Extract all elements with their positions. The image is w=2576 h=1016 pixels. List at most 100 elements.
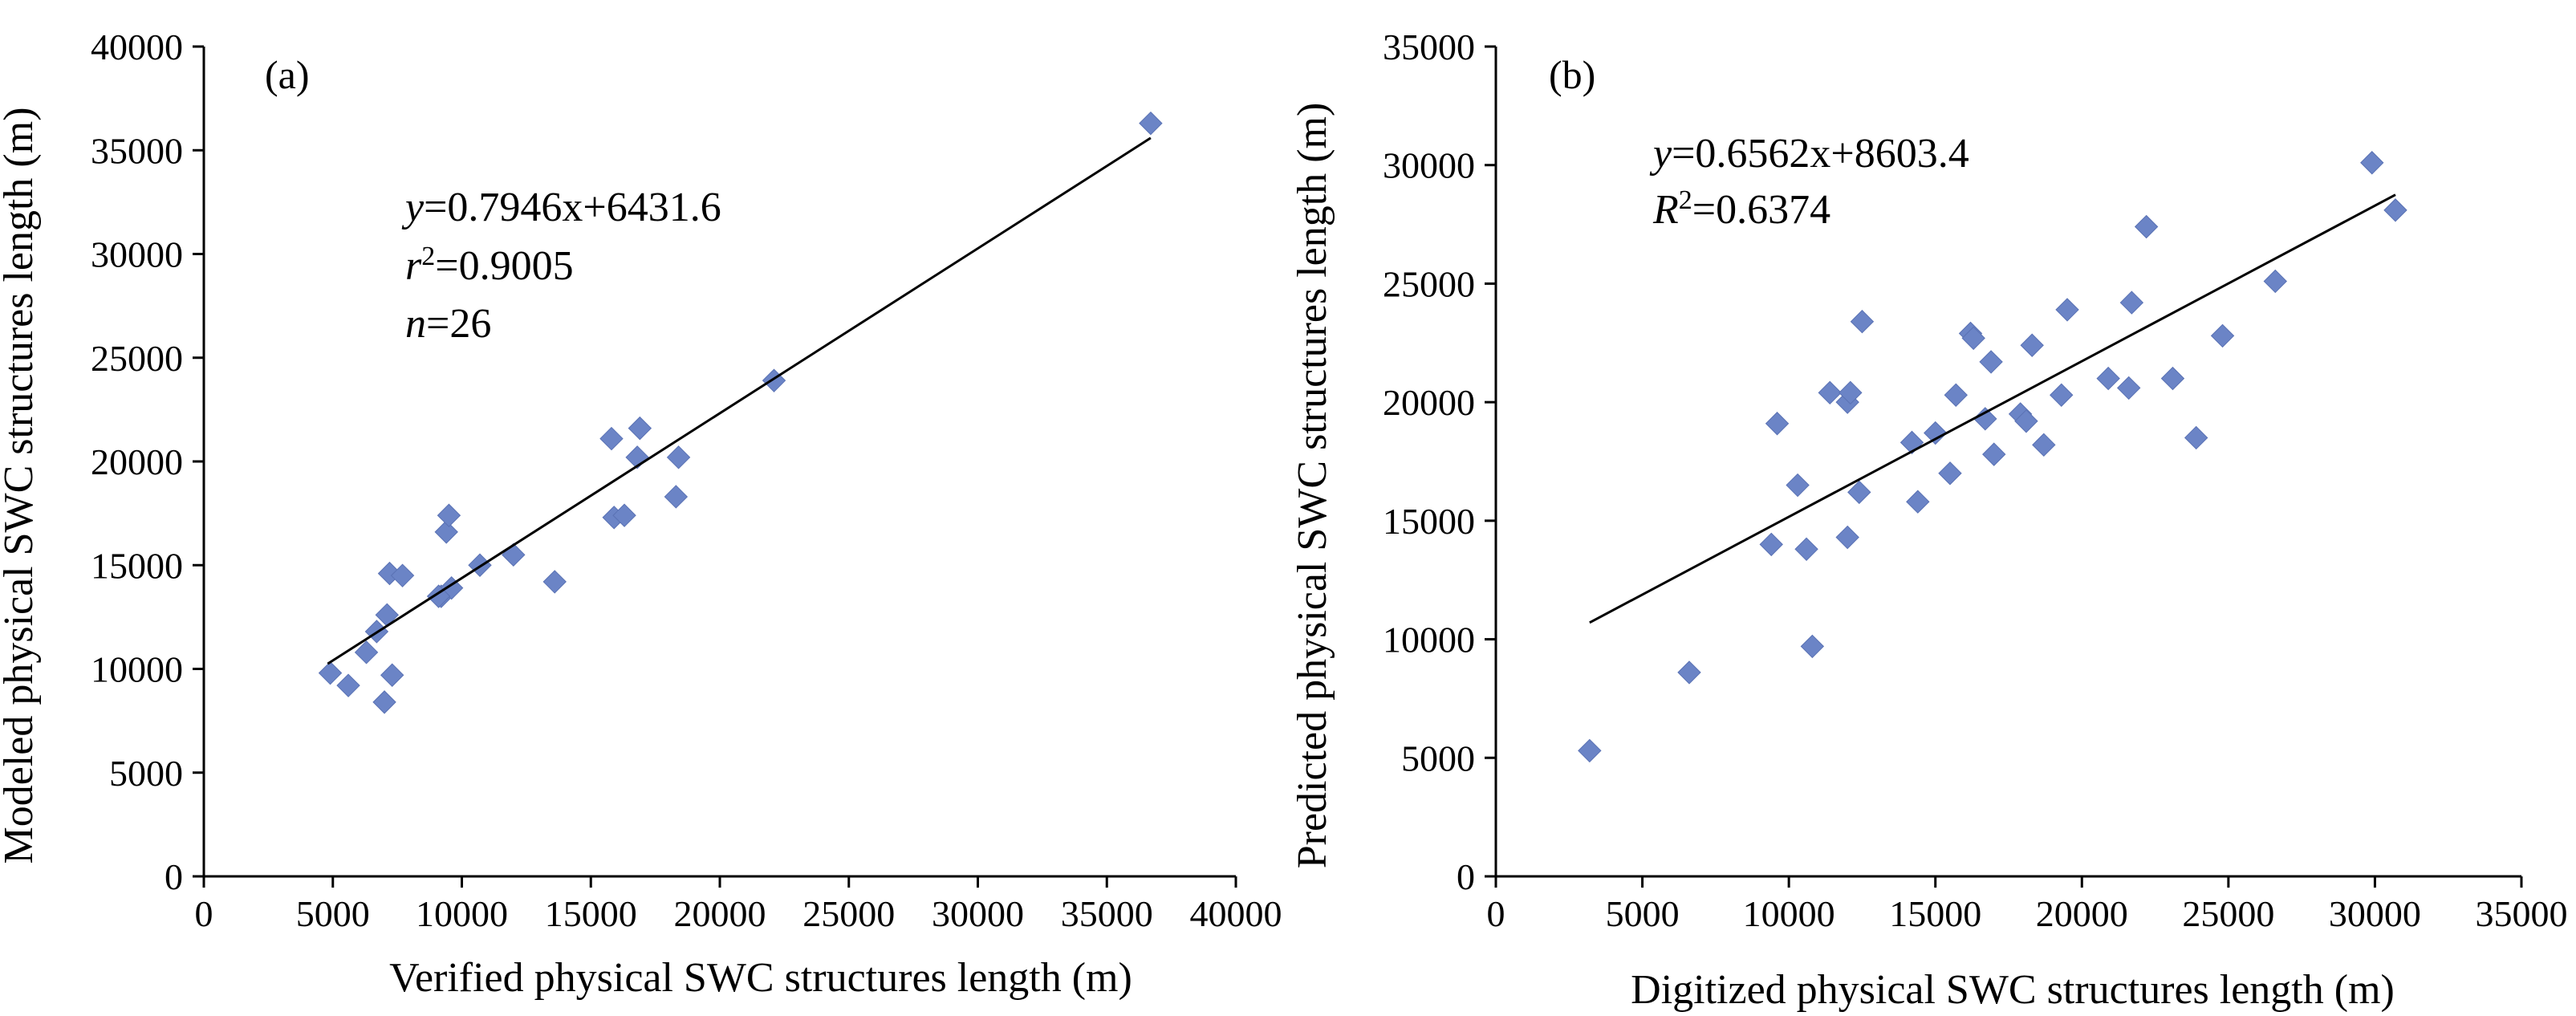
panel-b-y-axis-title: Predicted physical SWC structures length… [1290,103,1335,869]
y-tick-label: 30000 [1383,145,1475,186]
data-point [664,485,689,509]
data-point [1139,111,1163,136]
panel-a-n: n=26 [405,301,491,347]
data-point [1759,532,1783,557]
data-point [1973,407,1997,431]
x-tick-label: 25000 [802,893,895,934]
y-tick-label: 10000 [91,649,183,690]
data-point [1944,383,1968,407]
data-point [599,426,624,451]
data-point [336,673,360,697]
y-tick-label: 40000 [91,26,183,67]
data-point [612,503,636,527]
panel-b-chart: 0 5000 10000 15000 20000 25000 30000 35000 0 500… [1290,26,2568,1013]
data-point [1979,350,2003,374]
y-tick-label: 20000 [1383,382,1475,423]
panel-a-fit-line [327,136,1152,665]
data-point [2134,214,2159,239]
y-tick-label: 25000 [91,338,183,379]
y-tick-label: 15000 [1383,501,1475,542]
data-point [666,445,691,469]
data-point [390,563,415,587]
x-tick-label: 30000 [2329,893,2421,934]
data-point [2096,366,2120,391]
x-tick-label: 40000 [1190,893,1282,934]
x-tick-label: 20000 [674,893,766,934]
data-point [1924,421,1948,445]
data-point [1578,738,1602,763]
data-point [1818,380,1842,405]
panel-b-axes [1494,47,2521,878]
data-point [380,663,404,687]
panel-a-axes [202,47,1236,878]
data-point [2014,409,2038,433]
x-tick-label: 30000 [932,893,1024,934]
panel-a-y-ticks: 0 5000 10000 15000 20000 25000 30000 35000 40000 [91,26,204,897]
data-point [1835,525,1859,550]
data-point [2160,366,2185,391]
panel-b-y-ticks: 0 5000 10000 15000 20000 25000 30000 35000 [1383,26,1496,897]
panel-a-x-ticks: 0 5000 10000 15000 20000 25000 30000 35000 40000 [195,876,1282,934]
x-tick-label: 0 [195,893,213,934]
y-tick-label: 0 [1457,856,1475,897]
x-tick-label: 15000 [545,893,637,934]
data-point [1677,660,1701,685]
panel-b-fit-line [1589,193,2396,624]
data-point [502,543,526,567]
x-tick-label: 20000 [2036,893,2128,934]
panel-b-points [1578,151,2407,763]
y-tick-label: 15000 [91,545,183,586]
data-point [2032,433,2056,457]
data-point [1839,380,1863,405]
panel-b-x-axis-title: Digitized physical SWC structures length… [1631,967,2395,1013]
panel-a-equation: y=0.7946x+6431.6 [401,185,721,230]
panel-b-equation: y=0.6562x+8603.4 [1649,131,1969,177]
data-point [1794,537,1818,562]
data-point [2020,333,2044,357]
y-tick-label: 10000 [1383,620,1475,660]
data-point [628,416,652,441]
x-tick-label: 25000 [2182,893,2274,934]
x-tick-label: 35000 [1061,893,1153,934]
panel-b-label: (b) [1549,52,1595,97]
y-tick-label: 35000 [1383,26,1475,67]
data-point [2055,298,2079,322]
data-point [1906,490,1930,514]
panel-a-x-axis-title: Verified physical SWC structures length … [389,955,1132,1001]
data-point [1800,634,1825,659]
data-point [542,570,567,594]
x-tick-label: 10000 [416,893,508,934]
y-tick-label: 20000 [91,441,183,482]
x-tick-label: 5000 [1606,893,1680,934]
panel-a-chart: 0 5000 10000 15000 20000 25000 30000 35000 40000… [0,26,1282,1001]
data-point [1982,442,2006,466]
data-point [318,660,343,685]
panel-b-x-ticks: 0 5000 10000 15000 20000 25000 30000 35000 [1487,876,2568,934]
data-point [1765,412,1790,436]
panel-b-r-squared: R2=0.6374 [1652,185,1830,233]
data-point [1961,326,1985,351]
data-point [2383,198,2407,222]
data-point [1847,480,1871,505]
data-point [2263,269,2287,294]
x-tick-label: 0 [1487,893,1505,934]
data-point [1850,309,1875,334]
y-tick-label: 5000 [1401,738,1475,778]
y-tick-label: 35000 [91,130,183,171]
data-point [434,520,458,544]
data-point [354,640,379,664]
data-point [2184,425,2208,450]
data-point [2050,383,2074,407]
data-point [1938,461,1962,486]
panel-a-r-squared: r2=0.9005 [405,242,574,289]
y-tick-label: 25000 [1383,263,1475,304]
panel-a-label: (a) [265,52,310,97]
y-tick-label: 0 [165,856,183,897]
x-tick-label: 15000 [1889,893,1981,934]
y-tick-label: 5000 [109,753,183,794]
data-point [372,690,396,714]
x-tick-label: 35000 [2476,893,2568,934]
data-point [437,503,461,527]
data-point [2210,323,2235,348]
data-point [2117,376,2141,400]
